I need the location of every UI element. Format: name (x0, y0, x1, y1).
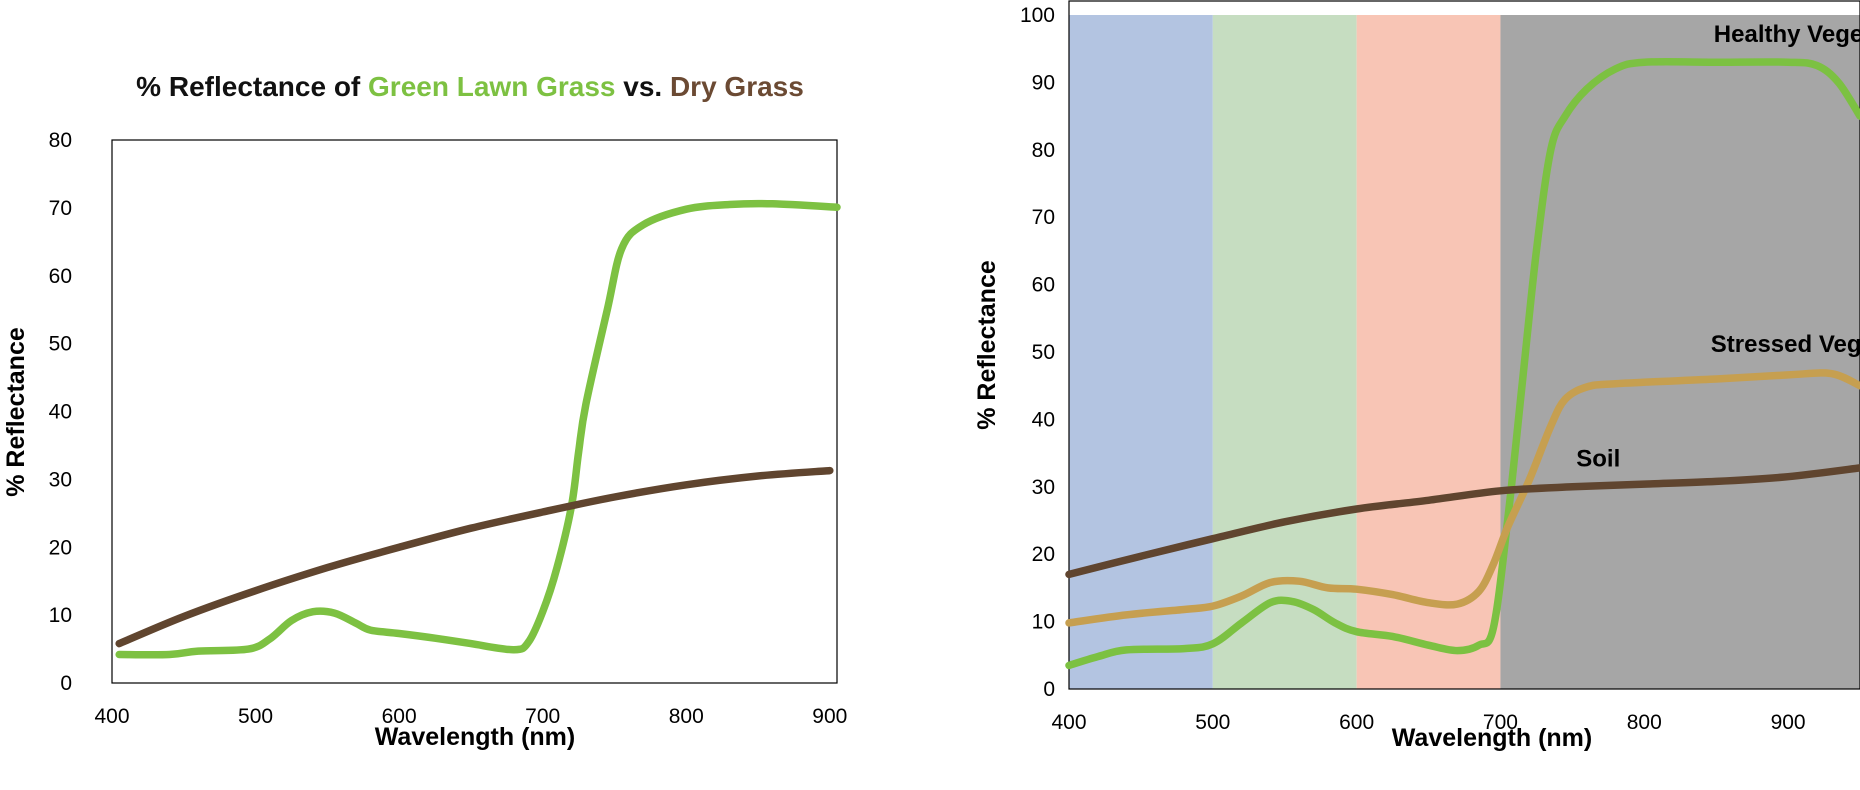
left-x-tick-800: 800 (669, 705, 704, 728)
right-x-axis-title: Wavelength (nm) (1392, 724, 1592, 752)
right-x-tick-700: 700 (1483, 711, 1518, 734)
left-title-part-2: Green Lawn Grass (368, 71, 615, 102)
right-y-tick-50: 50 (1032, 341, 1055, 364)
left-x-tick-600: 600 (382, 705, 417, 728)
left-series-green-lawn-grass (115, 199, 841, 659)
left-title-part-1: % Reflectance of (136, 71, 368, 102)
right-y-tick-0: 0 (1043, 678, 1055, 701)
right-bands (1069, 15, 1860, 689)
left-y-axis-title: % Reflectance (2, 327, 30, 497)
right-y-tick-60: 60 (1032, 274, 1055, 297)
right-y-tick-20: 20 (1032, 543, 1055, 566)
right-y-ticks: 0 10 20 30 40 50 60 70 80 90 100 (1020, 4, 1055, 701)
left-chart-title: % Reflectance of Green Lawn Grass vs. Dr… (136, 71, 804, 102)
left-x-tick-500: 500 (238, 705, 273, 728)
right-series-group (1065, 57, 1860, 670)
right-x-tick-600: 600 (1339, 711, 1374, 734)
left-series-dry-grass (115, 466, 834, 648)
left-title-part-4: Dry Grass (670, 71, 804, 102)
left-y-tick-50: 50 (49, 333, 72, 356)
left-y-tick-80: 80 (49, 129, 72, 152)
left-y-ticks: 0 10 20 30 40 50 60 70 80 (49, 129, 72, 695)
left-chart: % Reflectance of Green Lawn Grass vs. Dr… (2, 71, 847, 751)
right-chart: 0 10 20 30 40 50 60 70 80 90 100 400 500 600 700 800 90… (973, 0, 1860, 752)
left-y-tick-0: 0 (60, 672, 72, 695)
right-x-tick-500: 500 (1195, 711, 1230, 734)
left-title-part-3: vs. (615, 71, 669, 102)
right-y-tick-40: 40 (1032, 408, 1055, 431)
left-series-group (115, 199, 841, 659)
left-x-ticks: 400 500 600 700 800 900 (94, 705, 847, 728)
left-y-tick-10: 10 (49, 604, 72, 627)
left-x-tick-900: 900 (812, 705, 847, 728)
right-label-soil: Soil (1576, 446, 1620, 473)
right-series-labels: Healthy Vegetation Stressed Vegetation Soi… (1576, 21, 1860, 473)
right-series-stressed-vegetation (1065, 369, 1860, 627)
right-band-2 (1212, 15, 1357, 689)
left-plot-area (111, 139, 838, 684)
right-label-stressed-vegetation: Stressed Vegetation (1711, 331, 1860, 358)
right-y-tick-30: 30 (1032, 476, 1055, 499)
left-x-tick-700: 700 (525, 705, 560, 728)
left-y-tick-40: 40 (49, 401, 72, 424)
right-y-tick-10: 10 (1032, 611, 1055, 634)
left-y-tick-60: 60 (49, 265, 72, 288)
left-y-tick-20: 20 (49, 536, 72, 559)
right-y-tick-90: 90 (1032, 71, 1055, 94)
left-y-tick-70: 70 (49, 197, 72, 220)
right-y-tick-100: 100 (1020, 4, 1055, 27)
left-y-tick-30: 30 (49, 468, 72, 491)
right-x-tick-400: 400 (1051, 711, 1086, 734)
right-series-healthy-vegetation (1065, 57, 1860, 670)
right-y-tick-70: 70 (1032, 206, 1055, 229)
right-y-tick-80: 80 (1032, 139, 1055, 162)
right-band-3 (1356, 15, 1501, 689)
right-band-1 (1069, 15, 1213, 689)
left-x-tick-400: 400 (94, 705, 129, 728)
right-series-soil (1065, 464, 1860, 579)
right-x-tick-800: 800 (1627, 711, 1662, 734)
right-plot-area (1068, 0, 1860, 690)
left-x-axis-title: Wavelength (nm) (375, 723, 575, 751)
right-x-tick-900: 900 (1771, 711, 1806, 734)
right-y-axis-title: % Reflectance (973, 260, 1001, 430)
right-x-ticks: 400 500 600 700 800 900 (1051, 711, 1805, 734)
right-label-healthy-vegetation: Healthy Vegetation (1714, 21, 1860, 48)
